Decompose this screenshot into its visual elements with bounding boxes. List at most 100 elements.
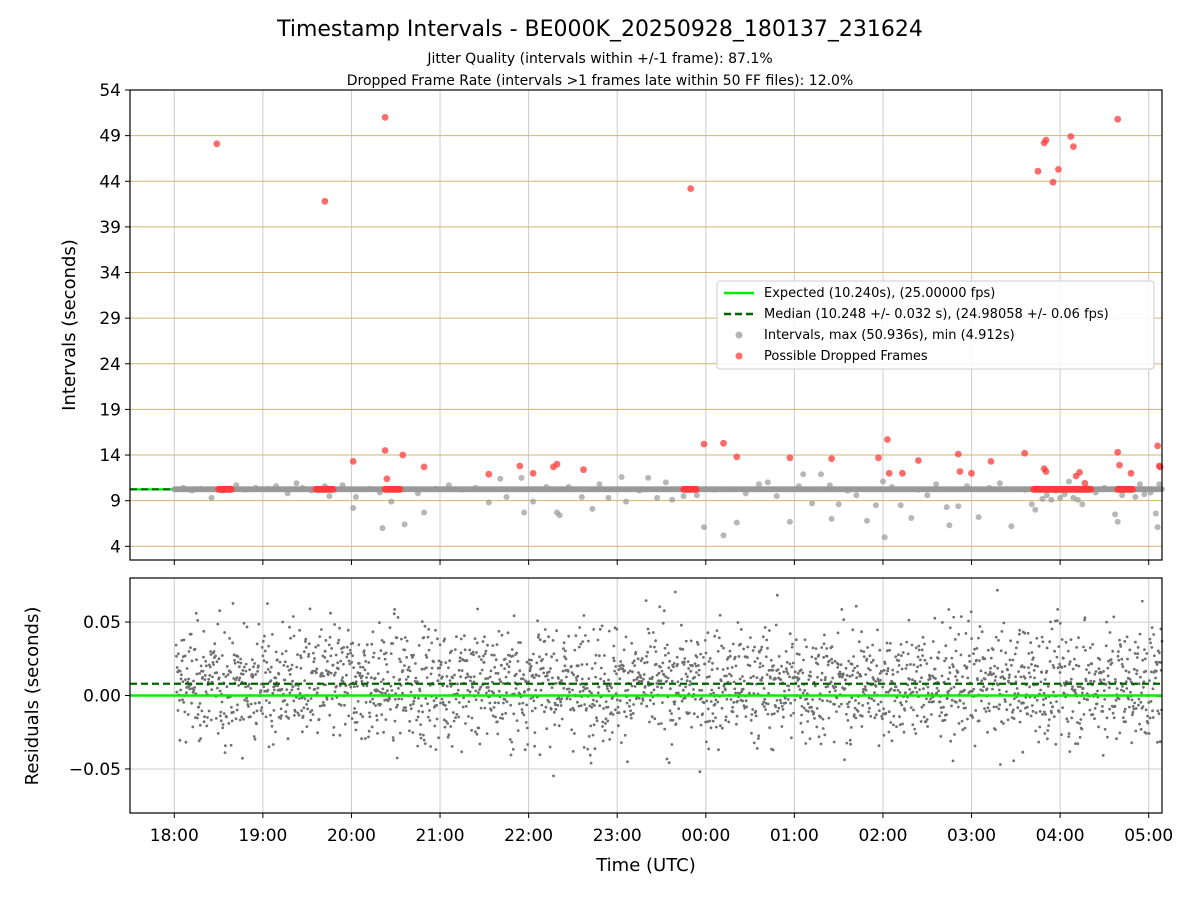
residual-point bbox=[1125, 635, 1129, 639]
residual-point bbox=[774, 677, 777, 681]
residual-point bbox=[398, 657, 401, 661]
residual-point bbox=[630, 684, 634, 688]
residual-point bbox=[298, 691, 302, 695]
residual-point bbox=[274, 730, 277, 734]
residual-point bbox=[771, 748, 775, 752]
residual-point bbox=[830, 645, 834, 649]
residual-point bbox=[180, 639, 184, 642]
residual-point bbox=[925, 662, 929, 665]
residual-point bbox=[750, 713, 754, 716]
residual-point bbox=[284, 710, 288, 714]
residual-point bbox=[898, 691, 902, 694]
residual-point bbox=[819, 742, 823, 746]
residual-point bbox=[347, 659, 351, 663]
dropped-frame-point bbox=[956, 468, 964, 475]
residuals-y-tick-label: −0.05 bbox=[69, 760, 121, 780]
residual-point bbox=[1134, 640, 1137, 644]
residual-point bbox=[530, 709, 534, 713]
residual-point bbox=[315, 691, 319, 695]
residual-point bbox=[805, 645, 808, 649]
residual-point bbox=[1075, 646, 1078, 649]
residual-point bbox=[203, 715, 206, 719]
residual-point bbox=[834, 685, 838, 689]
residual-point bbox=[975, 647, 979, 650]
residual-point bbox=[470, 716, 474, 720]
residual-point bbox=[975, 658, 978, 662]
residual-point bbox=[596, 691, 600, 695]
residual-point bbox=[1048, 640, 1052, 644]
residual-point bbox=[661, 661, 665, 665]
residual-point bbox=[286, 665, 289, 668]
residual-point bbox=[1052, 666, 1056, 669]
residual-point bbox=[788, 632, 792, 636]
residual-point bbox=[1013, 697, 1016, 700]
residual-point bbox=[687, 667, 690, 670]
residual-point bbox=[592, 723, 596, 727]
residual-point bbox=[1035, 636, 1039, 640]
residual-point bbox=[401, 709, 405, 712]
residual-point bbox=[293, 714, 296, 717]
residual-point bbox=[507, 670, 511, 674]
residual-point bbox=[962, 702, 965, 705]
residual-point bbox=[728, 649, 732, 653]
residual-point bbox=[629, 716, 633, 720]
residual-point bbox=[970, 637, 973, 640]
residual-point bbox=[993, 664, 997, 668]
residual-point bbox=[338, 626, 341, 630]
residual-point bbox=[1139, 727, 1143, 731]
residual-point bbox=[333, 690, 337, 693]
residual-point bbox=[243, 698, 247, 702]
residual-point bbox=[1011, 708, 1015, 712]
residual-point bbox=[790, 645, 794, 649]
interval-point bbox=[888, 484, 895, 490]
residual-point bbox=[450, 745, 454, 748]
dropped-frame-point bbox=[968, 469, 975, 477]
residual-point bbox=[944, 644, 948, 648]
residual-point bbox=[270, 724, 274, 728]
residual-point bbox=[557, 677, 560, 680]
residual-point bbox=[914, 732, 918, 735]
residual-point bbox=[1129, 690, 1132, 694]
residual-point bbox=[1116, 654, 1120, 658]
residual-point bbox=[585, 707, 588, 710]
residual-point bbox=[874, 713, 878, 717]
residual-point bbox=[314, 645, 318, 649]
residual-point bbox=[825, 654, 829, 658]
residual-point bbox=[292, 699, 296, 703]
residual-point bbox=[316, 644, 320, 647]
residual-point bbox=[612, 656, 615, 660]
residual-point bbox=[987, 702, 991, 705]
residual-point bbox=[830, 657, 833, 661]
residual-point bbox=[457, 715, 461, 719]
residual-point bbox=[954, 675, 957, 678]
residual-point bbox=[644, 599, 648, 602]
residual-point bbox=[217, 676, 221, 680]
residual-point bbox=[1002, 621, 1006, 625]
residual-point bbox=[654, 639, 657, 643]
interval-point bbox=[828, 515, 835, 522]
residual-point bbox=[365, 643, 369, 647]
residual-point bbox=[1143, 648, 1146, 651]
residual-point bbox=[709, 700, 713, 703]
residual-point bbox=[706, 720, 709, 724]
residual-point bbox=[599, 677, 602, 681]
residual-point bbox=[254, 673, 258, 676]
residual-point bbox=[871, 658, 875, 662]
dropped-frame-point bbox=[321, 197, 329, 205]
residual-point bbox=[1118, 638, 1121, 642]
intervals-x-ticks bbox=[173, 560, 1150, 565]
residual-point bbox=[480, 668, 484, 672]
interval-point bbox=[835, 501, 842, 508]
residual-point bbox=[882, 668, 886, 672]
residual-point bbox=[908, 688, 912, 691]
residual-point bbox=[486, 677, 490, 680]
residual-point bbox=[793, 698, 797, 702]
residual-point bbox=[563, 649, 567, 653]
residual-point bbox=[751, 708, 755, 711]
residual-point bbox=[1123, 710, 1126, 713]
residual-point bbox=[876, 703, 880, 706]
residual-point bbox=[285, 688, 289, 691]
residual-point bbox=[199, 664, 203, 668]
residual-point bbox=[541, 666, 545, 670]
residual-point bbox=[728, 672, 731, 676]
